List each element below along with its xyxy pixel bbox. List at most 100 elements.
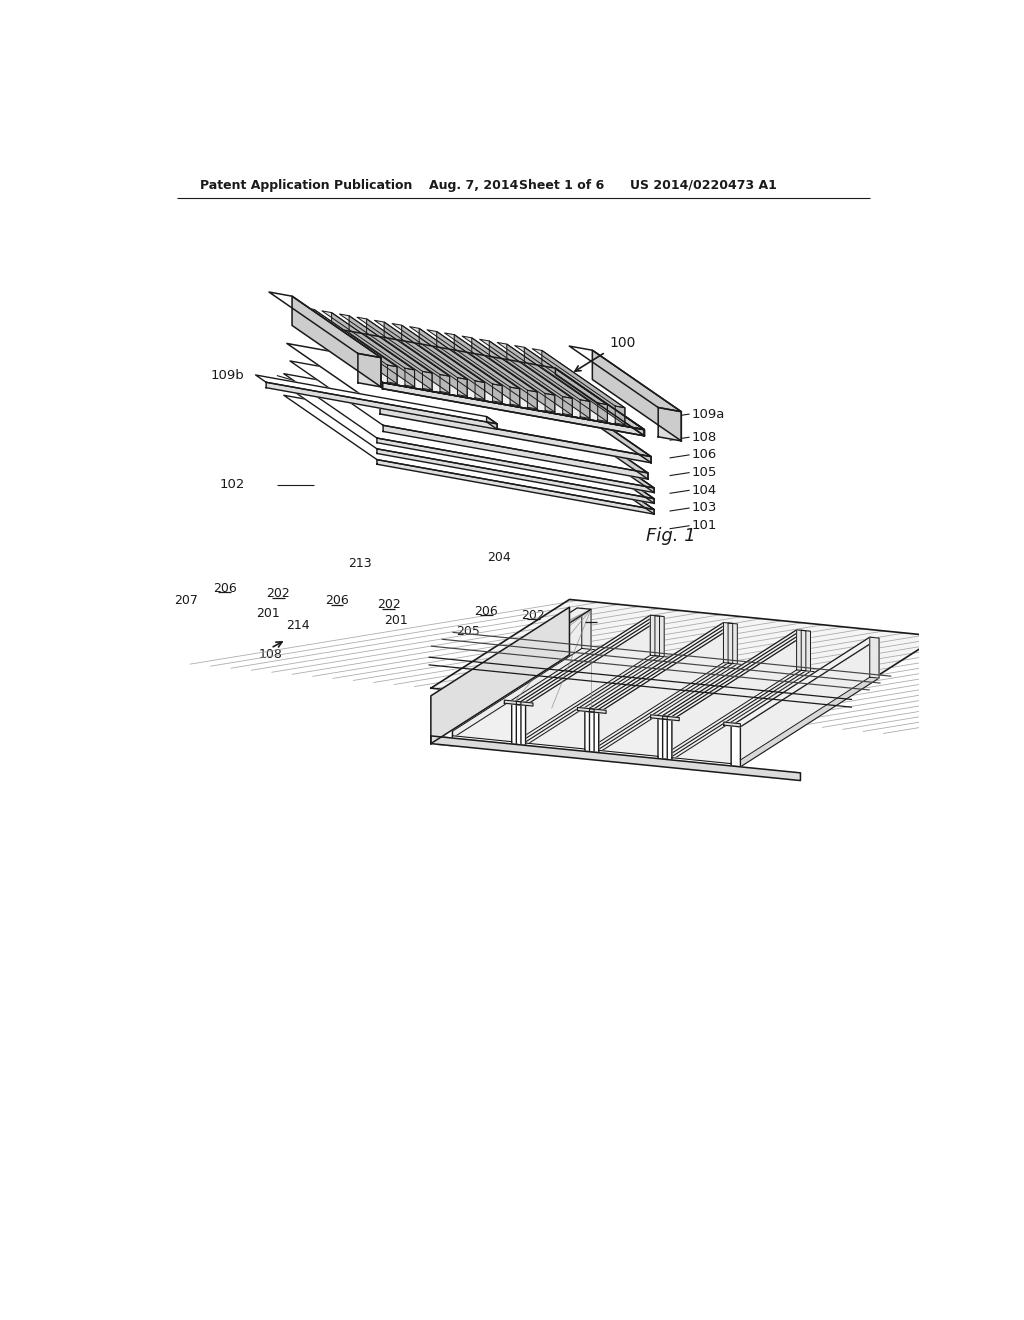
Polygon shape bbox=[419, 329, 502, 403]
Polygon shape bbox=[728, 623, 737, 664]
Polygon shape bbox=[438, 609, 591, 698]
Polygon shape bbox=[525, 743, 585, 752]
Polygon shape bbox=[472, 338, 555, 412]
Polygon shape bbox=[590, 711, 599, 752]
Polygon shape bbox=[516, 705, 525, 746]
Polygon shape bbox=[462, 337, 555, 395]
Text: 108: 108 bbox=[691, 430, 717, 444]
Polygon shape bbox=[724, 623, 733, 664]
Text: 206: 206 bbox=[213, 582, 237, 594]
Polygon shape bbox=[314, 309, 397, 384]
Polygon shape bbox=[431, 599, 939, 725]
Polygon shape bbox=[455, 335, 538, 409]
Polygon shape bbox=[479, 339, 572, 399]
Text: Fig. 1: Fig. 1 bbox=[646, 527, 696, 545]
Polygon shape bbox=[453, 649, 650, 744]
Polygon shape bbox=[516, 615, 655, 744]
Polygon shape bbox=[740, 638, 879, 767]
Text: 109a: 109a bbox=[691, 408, 725, 421]
Polygon shape bbox=[672, 672, 869, 766]
Polygon shape bbox=[599, 750, 658, 760]
Text: 100: 100 bbox=[609, 335, 636, 350]
Polygon shape bbox=[383, 383, 644, 436]
Polygon shape bbox=[440, 375, 450, 393]
Polygon shape bbox=[731, 726, 740, 767]
Polygon shape bbox=[453, 735, 512, 746]
Polygon shape bbox=[668, 631, 806, 759]
Polygon shape bbox=[592, 350, 681, 441]
Polygon shape bbox=[290, 360, 648, 473]
Text: 102: 102 bbox=[219, 478, 245, 491]
Polygon shape bbox=[658, 630, 797, 759]
Polygon shape bbox=[401, 325, 484, 400]
Polygon shape bbox=[578, 708, 594, 713]
Polygon shape bbox=[545, 393, 555, 412]
Polygon shape bbox=[663, 715, 679, 721]
Polygon shape bbox=[521, 616, 659, 744]
Text: 206: 206 bbox=[474, 605, 498, 618]
Text: 201: 201 bbox=[554, 619, 578, 631]
Polygon shape bbox=[380, 408, 651, 463]
Polygon shape bbox=[510, 387, 520, 405]
Polygon shape bbox=[869, 638, 879, 678]
Polygon shape bbox=[561, 434, 654, 503]
Polygon shape bbox=[599, 624, 737, 752]
Text: 108: 108 bbox=[259, 648, 283, 661]
Polygon shape bbox=[658, 630, 806, 719]
Polygon shape bbox=[266, 383, 498, 429]
Text: 104: 104 bbox=[691, 483, 717, 496]
Polygon shape bbox=[294, 321, 644, 430]
Polygon shape bbox=[504, 700, 521, 705]
Polygon shape bbox=[367, 319, 450, 393]
Polygon shape bbox=[525, 616, 665, 746]
Text: 105: 105 bbox=[691, 466, 717, 479]
Polygon shape bbox=[269, 292, 381, 358]
Polygon shape bbox=[731, 638, 879, 727]
Polygon shape bbox=[650, 615, 659, 656]
Polygon shape bbox=[384, 322, 467, 396]
Polygon shape bbox=[797, 630, 806, 671]
Polygon shape bbox=[724, 722, 740, 727]
Polygon shape bbox=[598, 403, 607, 421]
Text: 207: 207 bbox=[174, 594, 198, 607]
Polygon shape bbox=[284, 395, 654, 510]
Text: 103: 103 bbox=[691, 502, 717, 515]
Polygon shape bbox=[443, 609, 591, 698]
Polygon shape bbox=[358, 354, 381, 387]
Polygon shape bbox=[443, 609, 582, 737]
Polygon shape bbox=[284, 384, 654, 499]
Text: US 2014/0220473 A1: US 2014/0220473 A1 bbox=[630, 178, 776, 191]
Polygon shape bbox=[436, 331, 520, 405]
Polygon shape bbox=[581, 400, 590, 418]
Polygon shape bbox=[357, 317, 450, 376]
Polygon shape bbox=[672, 758, 731, 767]
Text: 206: 206 bbox=[580, 611, 603, 624]
Polygon shape bbox=[377, 459, 654, 515]
Text: 205: 205 bbox=[456, 624, 480, 638]
Polygon shape bbox=[493, 384, 502, 403]
Polygon shape bbox=[555, 409, 648, 479]
Polygon shape bbox=[561, 424, 654, 492]
Polygon shape bbox=[585, 623, 733, 713]
Polygon shape bbox=[542, 350, 625, 425]
Polygon shape bbox=[525, 656, 724, 751]
Polygon shape bbox=[590, 623, 737, 713]
Polygon shape bbox=[731, 638, 869, 766]
Polygon shape bbox=[585, 623, 724, 751]
Polygon shape bbox=[443, 697, 453, 738]
Text: 101: 101 bbox=[691, 519, 717, 532]
Text: 202: 202 bbox=[521, 609, 545, 622]
Polygon shape bbox=[532, 348, 625, 408]
Polygon shape bbox=[590, 623, 728, 752]
Polygon shape bbox=[453, 610, 591, 738]
Polygon shape bbox=[658, 718, 668, 759]
Polygon shape bbox=[672, 631, 810, 760]
Text: 202: 202 bbox=[266, 587, 290, 601]
Polygon shape bbox=[524, 347, 607, 421]
Polygon shape bbox=[594, 623, 733, 752]
Polygon shape bbox=[569, 346, 681, 412]
Polygon shape bbox=[515, 346, 607, 405]
Text: 206: 206 bbox=[325, 594, 349, 607]
Polygon shape bbox=[292, 296, 381, 387]
Polygon shape bbox=[287, 343, 651, 457]
